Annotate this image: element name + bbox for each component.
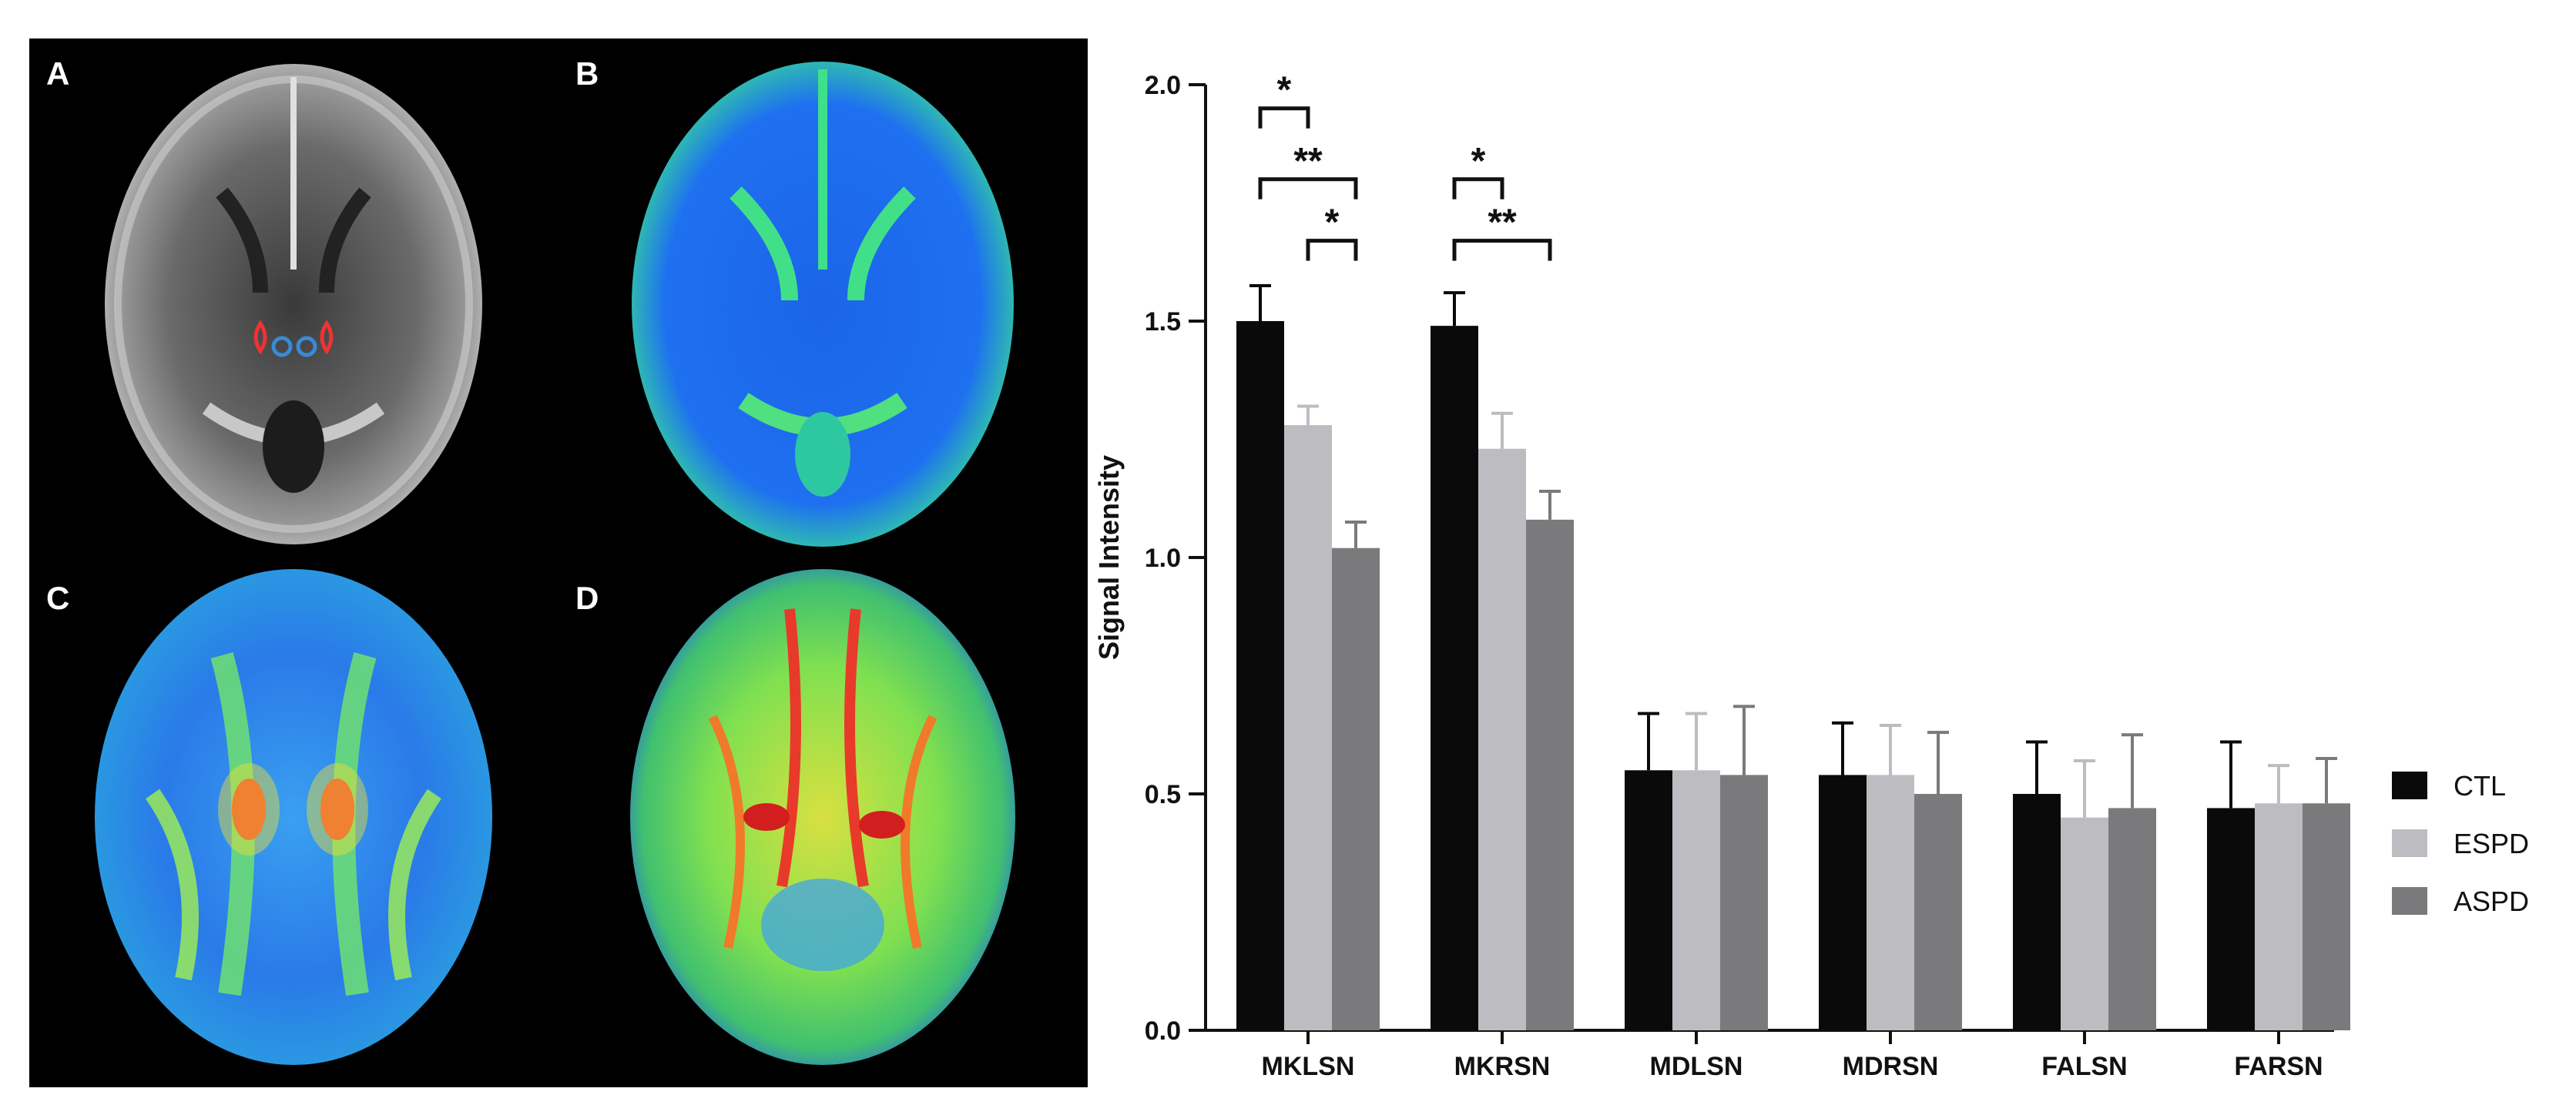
significance-brackets: ******* [1258,70,1552,261]
bar-ctl [1236,321,1284,1030]
x-tick-label: FALSN [2041,1052,2127,1081]
significance-label: ** [1293,141,1323,182]
bar-ctl [2013,794,2061,1030]
y-tick-label: 0.5 [1145,780,1181,809]
mri-b-image [632,62,1014,547]
x-tick-label: FARSN [2234,1052,2323,1081]
bar-espd [2061,817,2108,1030]
bar-aspd [2303,803,2350,1030]
legend-label-espd: ESPD [2454,828,2529,859]
bar-aspd [1720,775,1768,1030]
mri-panel-c: C [29,563,558,1087]
significance-label: * [1325,203,1340,243]
x-tick-label: MKRSN [1454,1052,1551,1081]
x-tick-label: MDLSN [1650,1052,1743,1081]
x-tick-label: MDRSN [1843,1052,1939,1081]
panel-label-a: A [46,55,70,92]
mri-d-image [630,569,1015,1065]
bar-ctl [1625,770,1672,1030]
y-axis-title: Signal Intensity [1093,455,1125,660]
panel-label-b: B [575,55,599,92]
y-tick-label: 1.0 [1145,544,1181,573]
y-tick-label: 2.0 [1145,71,1181,100]
significance-bracket [1258,106,1310,129]
bar-ctl [1431,326,1478,1030]
legend-swatch-aspd [2392,887,2427,915]
legend-swatch-ctl [2392,772,2427,799]
significance-label: ** [1488,203,1517,243]
legend-label-ctl: CTL [2454,770,2506,802]
mri-c-image [95,569,492,1065]
mri-image-panel: A B [29,39,1088,1087]
significance-bracket [1452,239,1552,261]
bars [1236,321,2350,1030]
bar-aspd [2108,808,2156,1030]
significance-label: * [1471,141,1486,182]
bar-espd [2255,803,2303,1030]
bar-espd [1478,448,1526,1030]
significance-bracket [1452,177,1504,199]
x-ticks: MKLSN MKRSN MDLSN MDRSN FALSN FARSN [1262,1030,2323,1081]
legend-swatch-espd [2392,829,2427,857]
y-ticks: 0.0 0.5 1.0 1.5 2.0 [1145,71,1206,1046]
bar-ctl [2207,808,2255,1030]
error-bars [1249,283,2337,818]
panel-label-d: D [575,580,599,616]
panel-label-c: C [46,580,70,616]
bar-aspd [1332,547,1380,1030]
bar-aspd [1526,519,1574,1030]
x-tick-label: MKLSN [1262,1052,1355,1081]
legend-label-aspd: ASPD [2454,886,2529,917]
significance-label: * [1277,70,1292,111]
mri-a-image [105,64,482,544]
y-tick-label: 1.5 [1145,307,1181,337]
y-tick-label: 0.0 [1145,1016,1181,1046]
bar-espd [1672,770,1720,1030]
bar-espd [1284,425,1332,1030]
bar-ctl [1819,775,1867,1030]
mri-panel-d: D [558,563,1088,1087]
significance-bracket [1306,239,1358,261]
significance-bracket [1258,177,1358,199]
bar-espd [1867,775,1914,1030]
mri-panel-b: B [558,39,1088,563]
legend: CTL ESPD ASPD [2392,770,2529,917]
mri-panel-a: A [29,39,558,563]
bar-aspd [1914,794,1962,1030]
